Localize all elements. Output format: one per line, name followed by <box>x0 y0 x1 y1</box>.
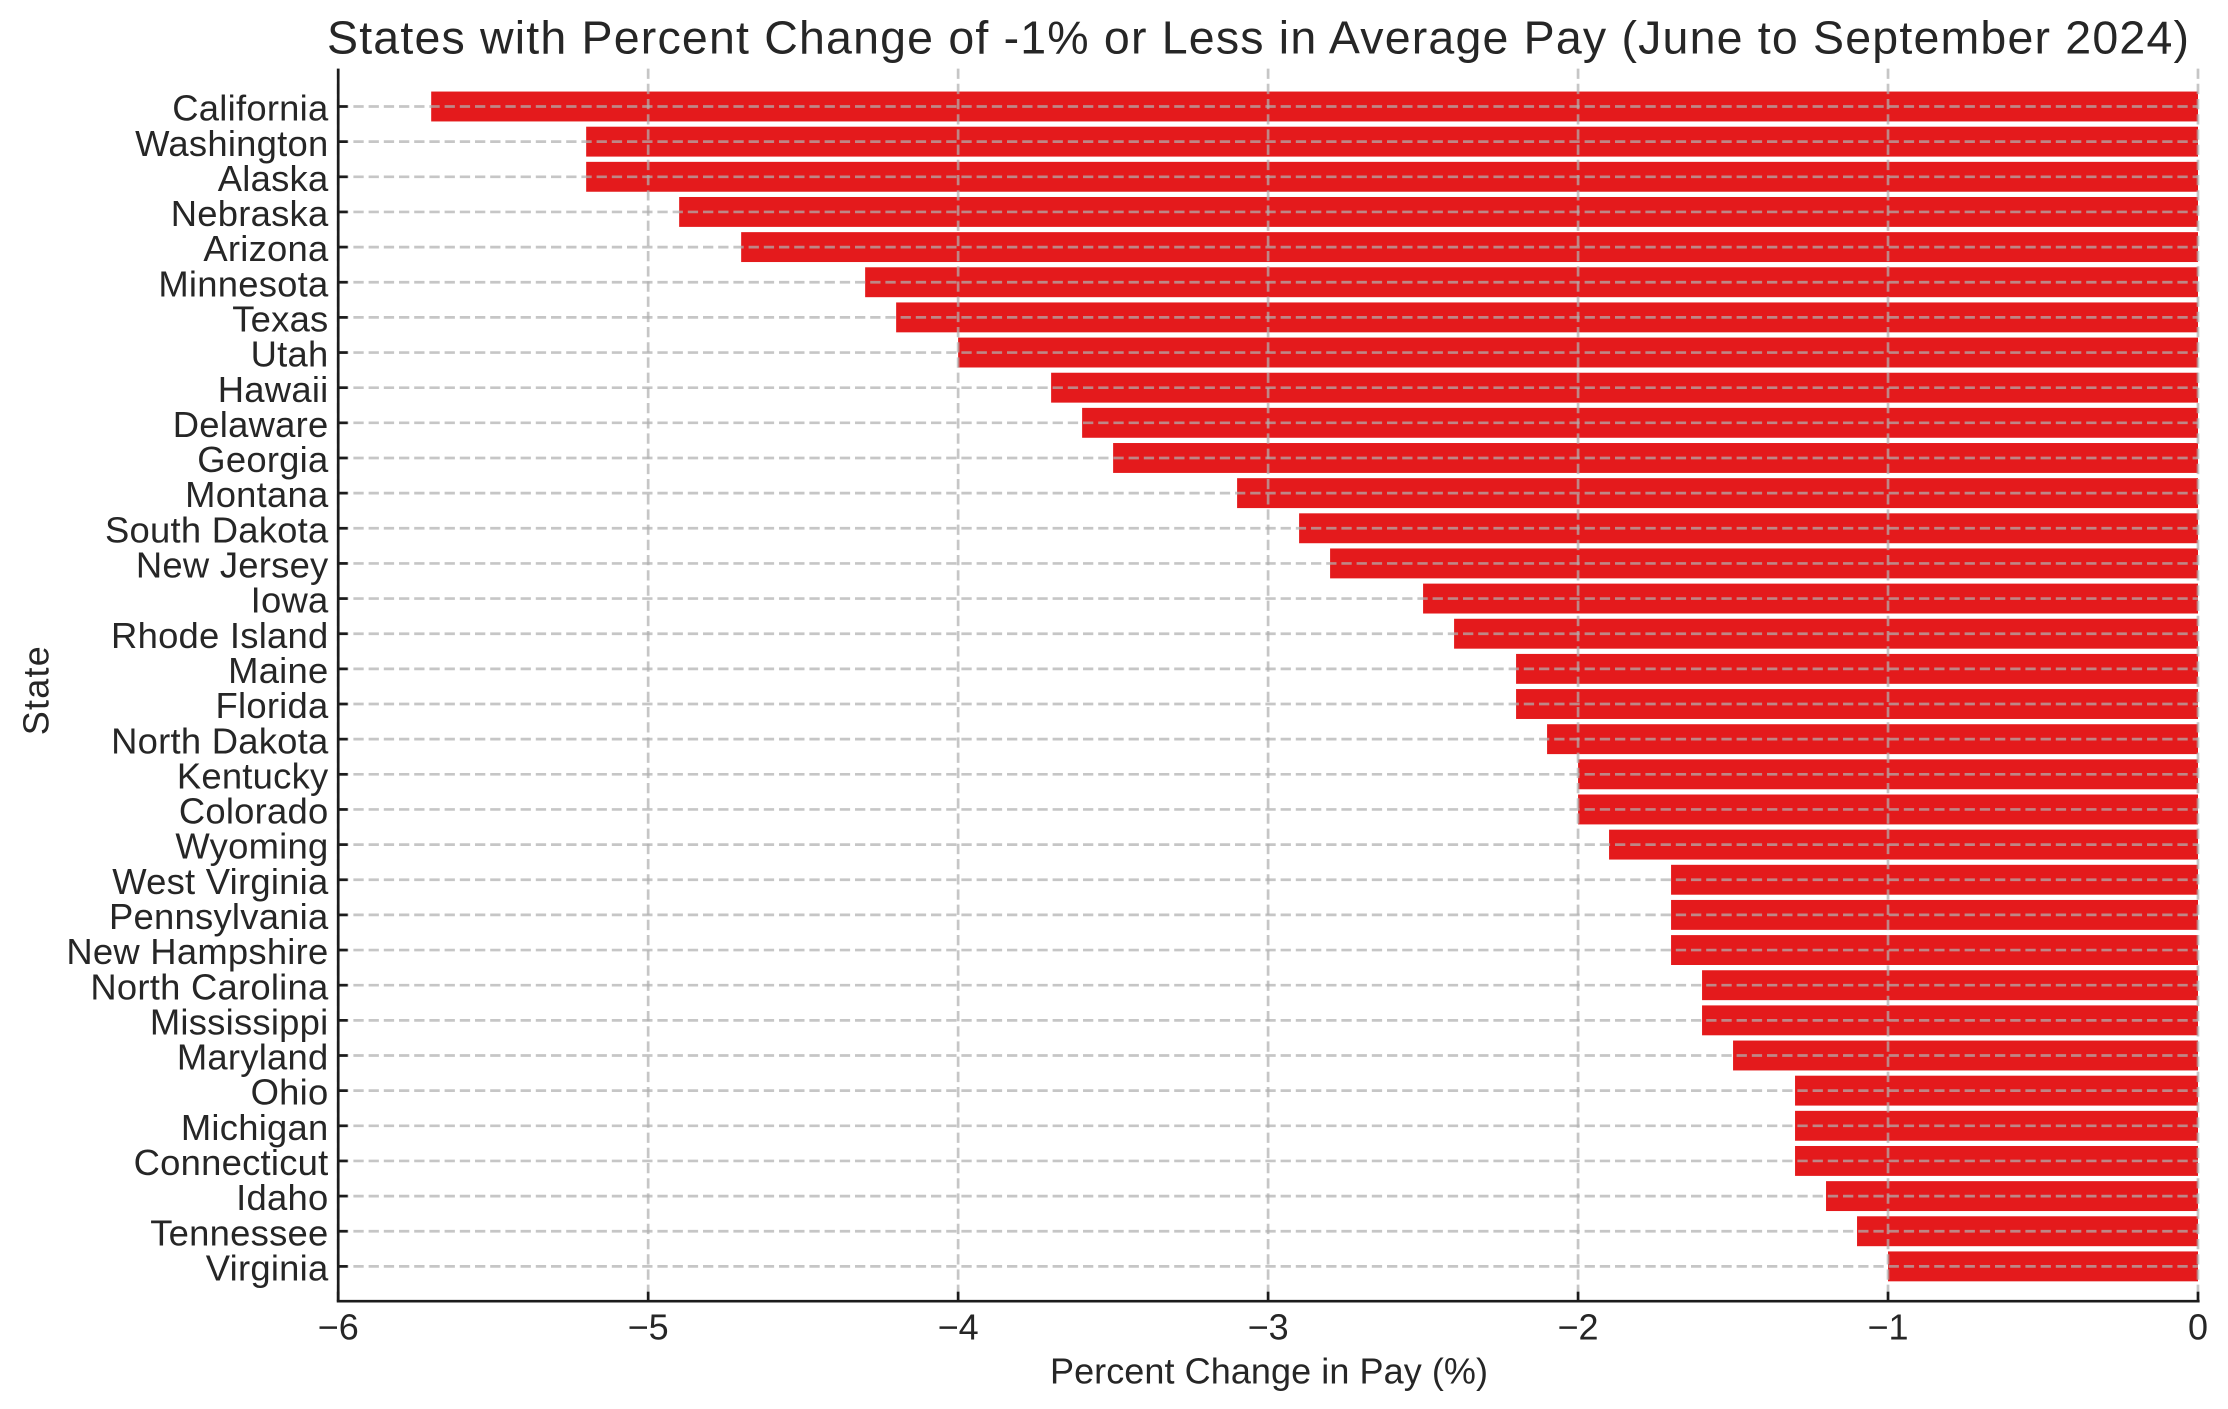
svg-text:−3: −3 <box>1248 1307 1289 1348</box>
svg-text:Wyoming: Wyoming <box>175 826 328 867</box>
svg-text:South Dakota: South Dakota <box>105 509 329 550</box>
svg-text:West Virginia: West Virginia <box>112 861 329 902</box>
svg-text:Rhode Island: Rhode Island <box>111 615 328 656</box>
svg-text:−4: −4 <box>938 1307 979 1348</box>
svg-text:Pennsylvania: Pennsylvania <box>109 896 329 937</box>
svg-text:Maryland: Maryland <box>177 1037 329 1078</box>
svg-text:Georgia: Georgia <box>197 439 329 480</box>
svg-text:Minnesota: Minnesota <box>158 263 329 304</box>
svg-text:States with Percent Change of: States with Percent Change of -1% or Les… <box>327 12 2189 64</box>
svg-text:Alaska: Alaska <box>218 158 329 199</box>
svg-text:Arizona: Arizona <box>203 228 329 269</box>
svg-text:0: 0 <box>2188 1307 2208 1348</box>
svg-text:Nebraska: Nebraska <box>171 193 329 234</box>
svg-text:North Dakota: North Dakota <box>111 720 329 761</box>
svg-text:Delaware: Delaware <box>173 404 329 445</box>
svg-text:New Jersey: New Jersey <box>136 545 329 586</box>
svg-text:Colorado: Colorado <box>179 791 329 832</box>
svg-text:North Carolina: North Carolina <box>90 966 329 1007</box>
svg-text:Ohio: Ohio <box>251 1072 329 1113</box>
svg-text:Percent Change in Pay (%): Percent Change in Pay (%) <box>1050 1351 1488 1392</box>
svg-text:Idaho: Idaho <box>236 1177 328 1218</box>
svg-text:Texas: Texas <box>232 298 328 339</box>
svg-text:Virginia: Virginia <box>206 1247 329 1288</box>
svg-text:Maine: Maine <box>228 650 328 691</box>
svg-text:New Hampshire: New Hampshire <box>66 931 328 972</box>
svg-text:Mississippi: Mississippi <box>150 1001 329 1042</box>
svg-text:State: State <box>15 646 56 735</box>
svg-text:Utah: Utah <box>251 334 329 375</box>
svg-text:−2: −2 <box>1558 1307 1599 1348</box>
svg-text:−1: −1 <box>1868 1307 1909 1348</box>
svg-text:−6: −6 <box>318 1307 359 1348</box>
svg-text:California: California <box>172 88 329 129</box>
svg-text:Hawaii: Hawaii <box>218 369 329 410</box>
svg-text:Florida: Florida <box>216 685 329 726</box>
svg-text:Kentucky: Kentucky <box>177 755 329 796</box>
svg-text:Washington: Washington <box>135 123 328 164</box>
svg-text:Iowa: Iowa <box>251 580 329 621</box>
svg-text:Connecticut: Connecticut <box>134 1142 329 1183</box>
svg-text:Montana: Montana <box>185 474 329 515</box>
svg-text:Tennessee: Tennessee <box>150 1212 328 1253</box>
svg-text:−5: −5 <box>628 1307 669 1348</box>
svg-text:Michigan: Michigan <box>181 1107 329 1148</box>
